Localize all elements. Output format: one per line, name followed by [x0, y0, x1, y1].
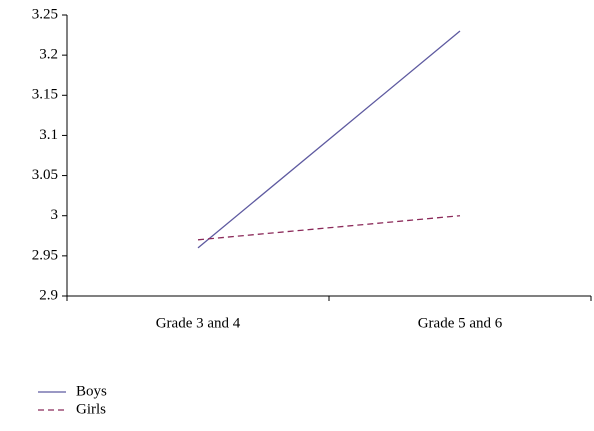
- series-line: [197, 215, 461, 241]
- x-tick-label: Grade 3 and 4: [156, 315, 241, 331]
- y-tick-label: 3.25: [32, 6, 58, 22]
- y-tick-label: 3.1: [39, 127, 58, 143]
- series-line: [197, 30, 461, 249]
- y-tick-label: 2.95: [32, 247, 58, 263]
- y-tick-label: 2.9: [39, 287, 58, 303]
- legend-label: Girls: [76, 401, 106, 417]
- y-tick-label: 3.2: [39, 47, 58, 63]
- legend-label: Boys: [76, 383, 107, 399]
- x-tick-label: Grade 5 and 6: [418, 315, 503, 331]
- y-tick-label: 3.05: [32, 167, 58, 183]
- y-tick-label: 3.15: [32, 87, 58, 103]
- y-tick-label: 3: [51, 207, 59, 223]
